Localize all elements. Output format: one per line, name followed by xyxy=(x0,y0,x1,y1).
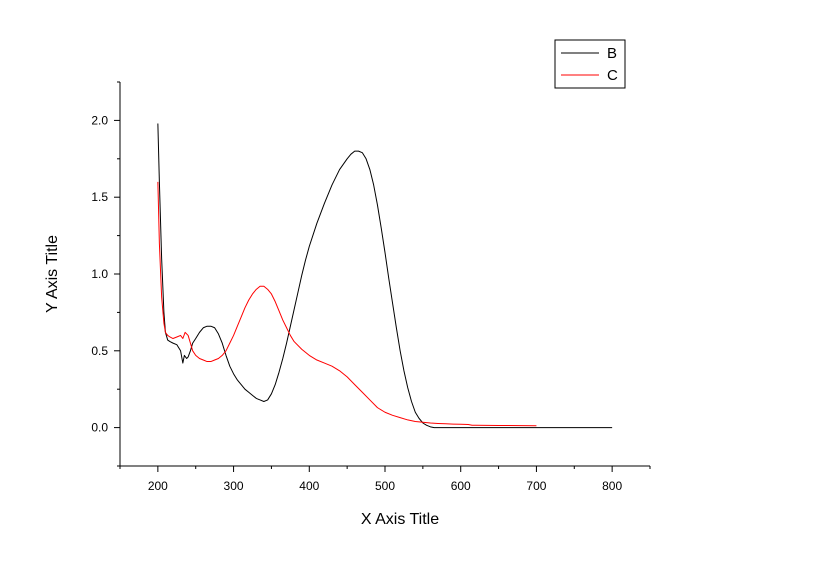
x-tick-label: 300 xyxy=(224,479,244,493)
x-tick-label: 200 xyxy=(148,479,168,493)
y-axis-title: Y Axis Title xyxy=(44,235,61,313)
x-tick-label: 500 xyxy=(375,479,395,493)
y-tick-label: 1.0 xyxy=(91,267,108,281)
legend: BC xyxy=(554,39,626,89)
x-tick-label: 700 xyxy=(526,479,546,493)
legend-box xyxy=(554,39,626,89)
x-tick-label: 800 xyxy=(602,479,622,493)
series-line-B xyxy=(157,123,613,429)
y-tick-label: 0.0 xyxy=(91,421,108,435)
legend-label-C: C xyxy=(607,67,618,84)
x-axis-title: X Axis Title xyxy=(361,511,439,528)
series-layer xyxy=(157,123,613,429)
legend-label-B: B xyxy=(607,45,617,62)
series-line-C xyxy=(157,181,537,427)
y-tick-label: 0.5 xyxy=(91,344,108,358)
x-tick-label: 400 xyxy=(299,479,319,493)
y-tick-label: 2.0 xyxy=(91,113,108,127)
y-tick-label: 1.5 xyxy=(91,190,108,204)
x-tick-label: 600 xyxy=(451,479,471,493)
axes: 200 300 400 500 600 700 800 0.0 0.5 1.0 1.5 2.0 xyxy=(91,81,651,493)
